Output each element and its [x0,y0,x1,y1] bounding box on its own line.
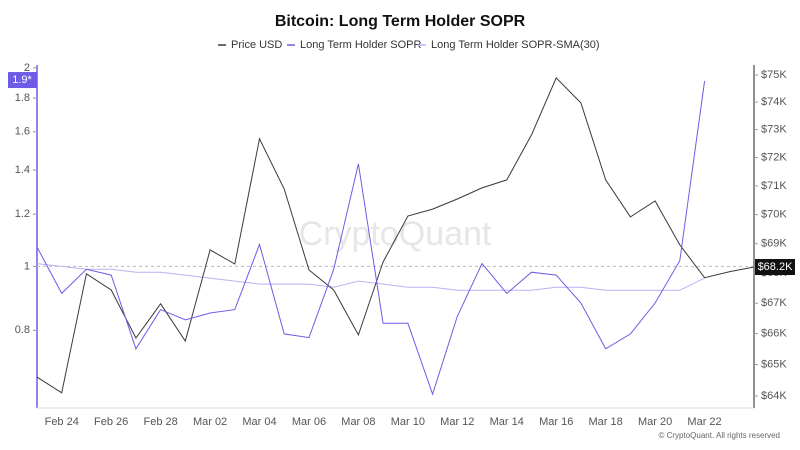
y2-tick-label: $73K [761,124,787,136]
series-line [36,77,755,394]
x-tick-label: Mar 18 [589,416,623,428]
x-tick-label: Mar 10 [391,416,425,428]
y2-tick-label: $69K [761,238,787,250]
y-tick-label: 2 [24,62,30,74]
price-badge [755,259,795,276]
y2-tick-label: $70K [761,208,787,220]
x-tick-label: Feb 28 [143,416,177,428]
x-tick-label: Feb 24 [45,416,79,428]
watermark: CryptoQuant [299,215,492,253]
y-tick-label: 1.6 [15,126,30,138]
x-tick-label: Mar 14 [490,416,524,428]
y2-tick-label: $67K [761,297,787,309]
x-tick-label: Mar 02 [193,416,227,428]
x-tick-label: Mar 16 [539,416,573,428]
x-tick-label: Mar 08 [341,416,375,428]
x-tick-label: Mar 12 [440,416,474,428]
y2-tick-label: $72K [761,151,787,163]
y2-tick-label: $71K [761,180,787,192]
y2-tick-label: $66K [761,328,787,340]
x-tick-label: Mar 22 [687,416,721,428]
x-tick-label: Feb 26 [94,416,128,428]
y-tick-label: 1.4 [15,164,30,176]
y-tick-label: 1 [24,260,30,272]
sopr-badge-label: 1.9* [12,74,32,86]
chart-title: Bitcoin: Long Term Holder SOPR [275,13,526,30]
sopr-badge [8,72,37,89]
legend-label: Long Term Holder SOPR [300,39,422,51]
footer: © CryptoQuant. All rights reserved [659,431,781,440]
y2-tick-label: $64K [761,390,787,402]
legend-label: Long Term Holder SOPR-SMA(30) [431,39,600,51]
x-tick-label: Mar 20 [638,416,672,428]
y-tick-label: 0.8 [15,324,30,336]
y-tick-label: 1.2 [15,208,30,220]
y2-tick-label: $74K [761,96,787,108]
legend-label: Price USD [231,39,282,51]
series-line [36,80,706,396]
x-tick-label: Mar 06 [292,416,326,428]
y2-tick-label: $75K [761,69,787,81]
series-line [36,263,705,291]
y-tick-label: 1.8 [15,92,30,104]
price-badge-label: $68.2K [758,261,794,273]
x-tick-label: Mar 04 [242,416,276,428]
y2-tick-label: $65K [761,358,787,370]
